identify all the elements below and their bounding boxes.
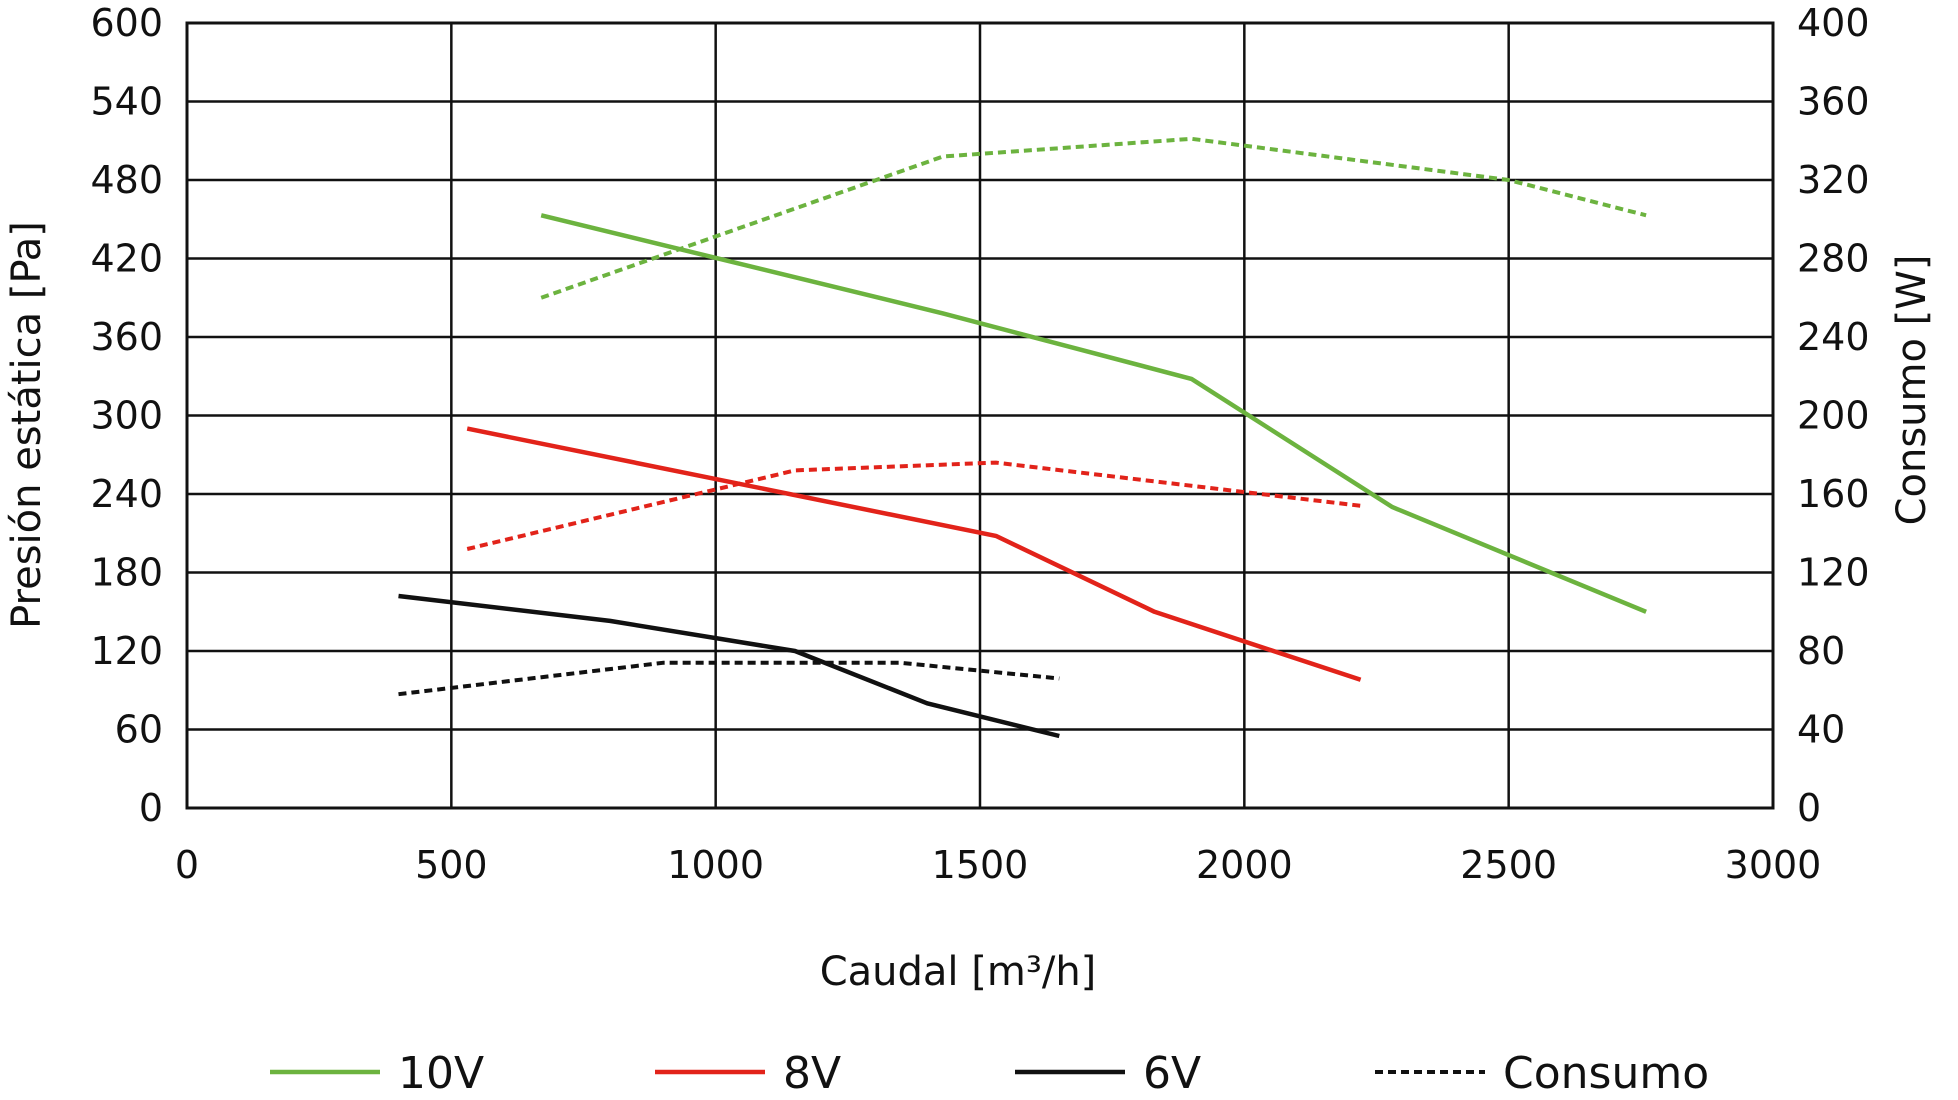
x-axis-title: Caudal [m³/h] (820, 949, 1097, 995)
pressure-line (466, 426, 1362, 682)
x-tick-label: 1000 (667, 843, 764, 887)
legend-label: 10V (398, 1048, 484, 1099)
x-tick-label: 3000 (1725, 843, 1822, 887)
y2-tick-label: 240 (1797, 315, 1870, 359)
y2-tick-label: 0 (1797, 786, 1821, 830)
legend-label: 6V (1143, 1048, 1201, 1099)
y-axis-title: Presión estática [Pa] (4, 221, 50, 629)
y2-tick-label: 320 (1797, 158, 1870, 202)
y-tick-label: 420 (90, 237, 163, 281)
consumption-line (540, 136, 1647, 300)
series-layer (398, 136, 1647, 739)
x-tick-label: 0 (175, 843, 199, 887)
x-tick-label: 500 (415, 843, 488, 887)
pressure-line (398, 593, 1060, 739)
consumption-line (466, 460, 1361, 551)
y-tick-label: 480 (90, 158, 163, 202)
y2-tick-label: 40 (1797, 708, 1845, 752)
y2-tick-label: 360 (1797, 80, 1870, 124)
consumption-line (398, 660, 1060, 697)
y2-tick-label: 400 (1797, 1, 1870, 45)
plot-frame (185, 21, 1775, 810)
y-tick-label: 300 (90, 394, 163, 438)
y-tick-label: 360 (90, 315, 163, 359)
grid (185, 21, 1775, 810)
y2-tick-label: 200 (1797, 394, 1870, 438)
y2-tick-label: 120 (1797, 551, 1870, 595)
y2-axis-title: Consumo [W] (1889, 255, 1935, 526)
x-tick-label: 2500 (1460, 843, 1557, 887)
legend: 10V 8V 6V Consumo (270, 1048, 1709, 1099)
pressure-line (540, 213, 1647, 614)
y-tick-label: 60 (115, 708, 163, 752)
x-tick-label: 1500 (932, 843, 1029, 887)
y2-tick-label: 160 (1797, 472, 1870, 516)
y-tick-label: 600 (90, 1, 163, 45)
legend-label: 8V (783, 1048, 841, 1099)
y-tick-label: 0 (139, 786, 163, 830)
x-tick-label: 2000 (1196, 843, 1293, 887)
legend-label: Consumo (1503, 1048, 1709, 1099)
y-tick-label: 540 (90, 80, 163, 124)
y2-tick-label: 280 (1797, 237, 1870, 281)
y-tick-label: 180 (90, 551, 163, 595)
y2-tick-label: 80 (1797, 629, 1845, 673)
y-tick-label: 240 (90, 472, 163, 516)
y-tick-label: 120 (90, 629, 163, 673)
